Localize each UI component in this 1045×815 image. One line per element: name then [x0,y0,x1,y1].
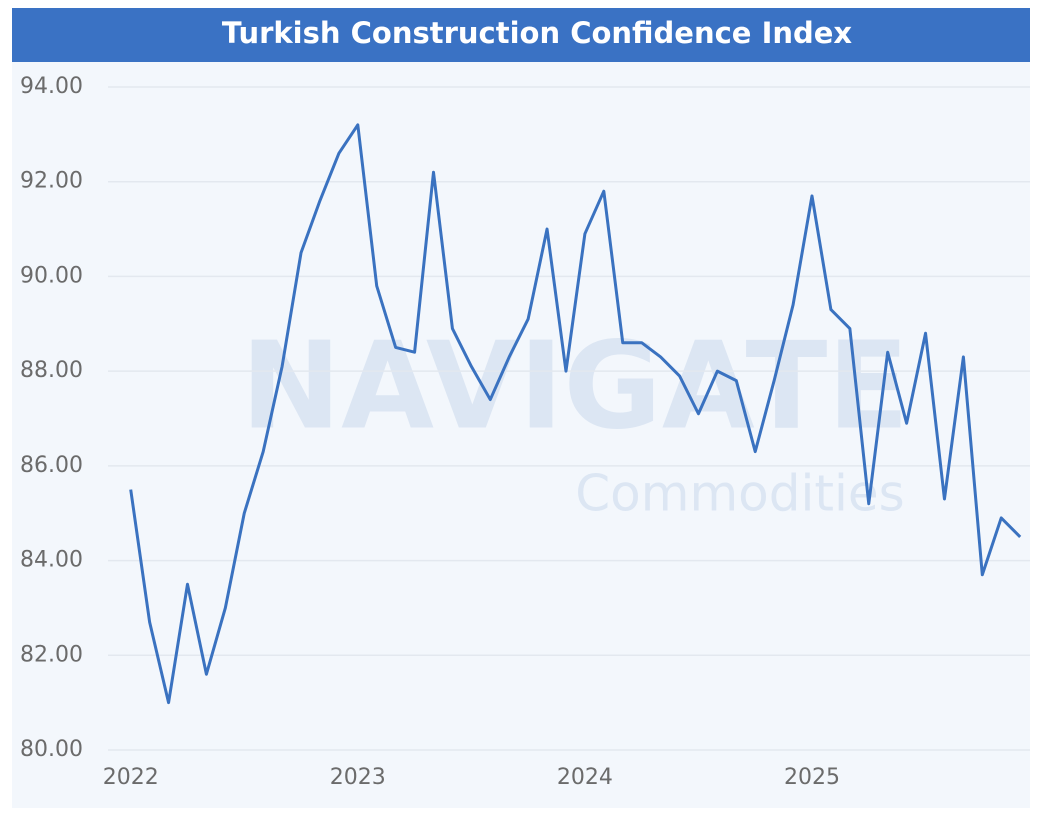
y-tick-label: 80.00 [20,737,83,762]
x-tick-label: 2024 [557,765,613,790]
watermark: NAVIGATE [241,318,910,457]
y-tick-label: 86.00 [20,453,83,478]
title-bar [12,8,1030,62]
chart-title: Turkish Construction Confidence Index [222,16,853,50]
background [12,8,1030,808]
y-tick-label: 82.00 [20,642,83,667]
y-tick-label: 90.00 [20,263,83,288]
y-tick-label: 84.00 [20,548,83,573]
y-tick-label: 88.00 [20,358,83,383]
data-line [129,123,1022,705]
y-tick-label: 94.00 [20,74,83,99]
x-tick-label: 2025 [784,765,840,790]
x-tick-label: 2023 [330,765,386,790]
x-tick-label: 2022 [103,765,159,790]
y-tick-label: 92.00 [20,169,83,194]
watermark: Commodities [575,465,904,523]
